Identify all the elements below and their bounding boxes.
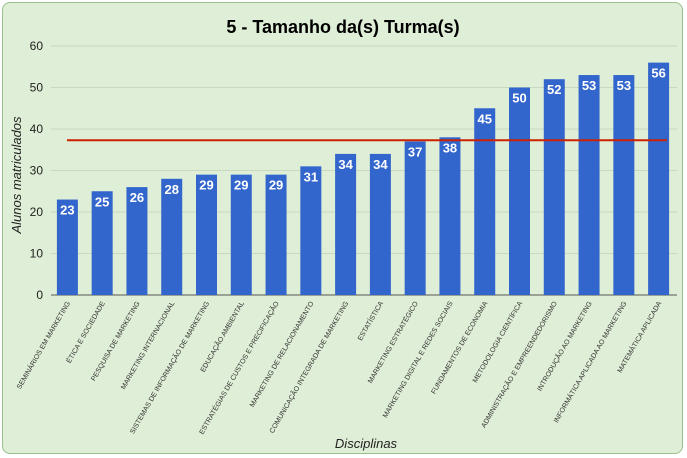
bar xyxy=(230,174,252,295)
data-label: 53 xyxy=(582,78,596,93)
y-tick-label: 0 xyxy=(36,288,43,302)
bar xyxy=(509,87,530,295)
bar xyxy=(161,178,183,295)
data-label: 28 xyxy=(164,182,178,197)
y-tick-labels: 0 10 20 30 40 50 60 xyxy=(30,39,44,302)
x-tick-label: ESTRATÉGIAS DE CUSTOS E PRECIFICAÇÃO xyxy=(197,299,281,436)
data-label: 38 xyxy=(443,140,457,155)
bar xyxy=(474,108,496,295)
bars: 23 25 26 28 29 29 29 31 34 34 37 38 45 50 52 53 53 56 xyxy=(56,62,670,295)
x-tick-label: ESTATÍSTICA xyxy=(355,299,385,342)
x-tick-label: SEMINÁRIOS EM MARKETING xyxy=(14,300,72,391)
data-label: 52 xyxy=(547,82,561,97)
data-label: 29 xyxy=(199,178,213,193)
data-label: 53 xyxy=(617,78,631,93)
data-label: 56 xyxy=(651,66,665,81)
data-label: 50 xyxy=(512,91,526,106)
x-tick-label: ÉTICA E SOCIEDADE xyxy=(64,299,107,364)
data-label: 26 xyxy=(130,190,144,205)
x-tick-label: ADMINISTRAÇÃO E EMPREENDEDORISMO xyxy=(479,299,559,429)
bar xyxy=(648,62,670,295)
bar xyxy=(265,174,287,295)
y-tick-label: 40 xyxy=(30,122,44,136)
y-tick-label: 50 xyxy=(30,81,44,95)
data-label: 45 xyxy=(477,111,491,126)
data-label: 29 xyxy=(234,178,248,193)
bar xyxy=(56,199,78,295)
bar xyxy=(335,153,357,295)
x-tick-label: MARKETING DIGITAL E REDES SOCIAIS xyxy=(382,300,455,419)
y-axis-label: Alunos matriculados xyxy=(9,116,24,235)
bar xyxy=(404,141,426,295)
grid-lines xyxy=(51,45,677,296)
bar xyxy=(578,75,600,295)
data-label: 34 xyxy=(373,157,388,172)
chart-frame: 5 - Tamanho da(s) Turma(s) 23 25 26 28 29 29 2… xyxy=(2,2,683,454)
bar xyxy=(126,187,148,295)
bar xyxy=(543,79,565,295)
chart-title: 5 - Tamanho da(s) Turma(s) xyxy=(226,17,459,37)
bar xyxy=(91,191,113,295)
bar xyxy=(196,174,217,295)
data-label: 37 xyxy=(408,144,422,159)
bar xyxy=(613,75,635,295)
bar xyxy=(369,153,391,295)
y-tick-label: 30 xyxy=(30,164,44,178)
bar xyxy=(439,137,461,295)
y-tick-label: 60 xyxy=(30,39,44,53)
data-label: 31 xyxy=(304,169,318,184)
data-label: 34 xyxy=(338,157,353,172)
x-axis-label: Disciplinas xyxy=(335,436,398,451)
x-tick-label: MARKETING DE RELACIONAMENTO xyxy=(249,300,316,409)
x-tick-label: COMUNICAÇÃO INTEGRADA DE MARKETING xyxy=(267,300,350,435)
x-tick-label: SISTEMAS DE INFORMAÇÃO DE MARKETING xyxy=(128,300,212,436)
bar xyxy=(300,166,322,295)
x-tick-label: INFORMÁTICA APLICADA AO MARKETING xyxy=(551,300,628,425)
data-label: 29 xyxy=(269,178,283,193)
y-tick-label: 10 xyxy=(30,247,44,261)
y-tick-label: 20 xyxy=(30,205,44,219)
data-label: 25 xyxy=(95,194,109,209)
data-label: 23 xyxy=(60,203,74,218)
